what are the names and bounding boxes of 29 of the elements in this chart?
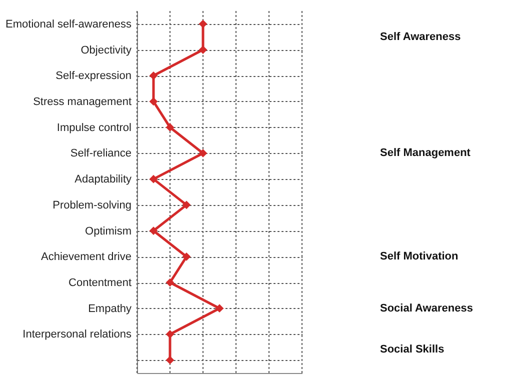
- point: [166, 330, 174, 338]
- text: Social Awareness: [380, 302, 473, 314]
- y-tick-label: Adaptability: [74, 174, 132, 186]
- y-tick-label: Interpersonal relations: [22, 328, 132, 341]
- y-tick-label: Empathy: [88, 302, 132, 315]
- text: Social Skills: [380, 344, 444, 356]
- text: Self Awareness: [380, 30, 461, 43]
- point: [182, 252, 191, 261]
- text: Self Management: [380, 147, 471, 160]
- point: [149, 71, 158, 80]
- y-tick-label: Problem-solving: [52, 199, 132, 212]
- y-tick-label: Self-reliance: [70, 148, 132, 160]
- point: [215, 304, 224, 313]
- point: [198, 149, 208, 158]
- y-tick-label: Emotional self-awareness: [6, 18, 132, 30]
- y-tick-label: Optimism: [85, 225, 132, 238]
- point: [182, 200, 191, 210]
- point: [198, 46, 208, 54]
- y-tick-label: Achievement drive: [41, 251, 132, 264]
- y-tick-label: Impulse control: [56, 122, 132, 134]
- y-tick-label: Objectivity: [80, 44, 132, 56]
- point: [149, 226, 158, 235]
- y-tick-label: Stress management: [33, 96, 132, 108]
- point: [149, 174, 158, 184]
- point: [166, 123, 174, 132]
- y-tick-label: Contentment: [68, 277, 132, 289]
- y-tick-label: Self-expression: [56, 70, 132, 82]
- point: [166, 278, 174, 287]
- text: Self Motivation: [380, 250, 459, 263]
